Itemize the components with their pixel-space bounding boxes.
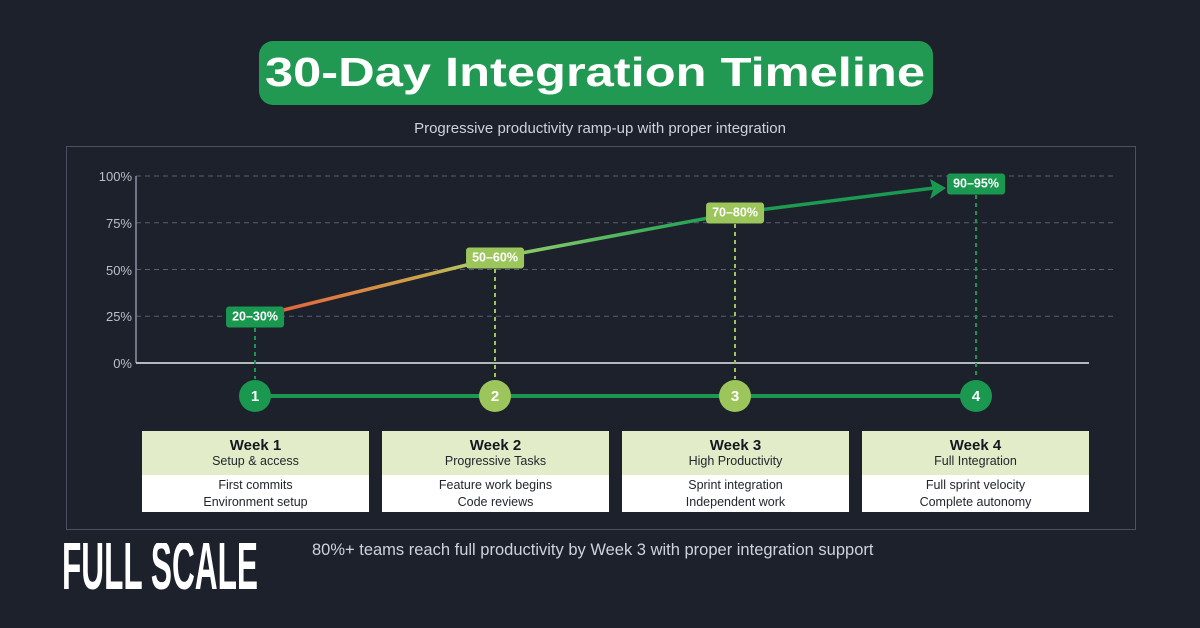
svg-text:FULL SCALE: FULL SCALE <box>62 543 258 592</box>
